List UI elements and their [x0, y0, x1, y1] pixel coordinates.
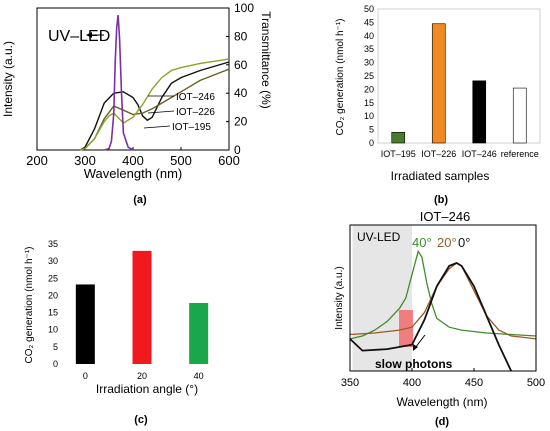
panel-c-y-tick-label: 35: [48, 239, 58, 249]
bar-iot-195: [391, 131, 406, 144]
panel-b-y-tick-label: 5: [369, 125, 374, 135]
panel-b: 0 5 10 15 20 25 30 35 40 45 50 IOT–195 IOT–226 IOT–2…: [335, 4, 541, 206]
panel-d-x-axis-label: Wavelength (nm): [397, 395, 488, 409]
panel-a-x-tick-label: 200: [26, 153, 48, 168]
panel-a-x-tick-label: 500: [170, 153, 192, 168]
bar-iot-226: [431, 23, 446, 144]
slow-photons-arrowhead: [413, 344, 418, 351]
uv-led-region-label: UV-LED: [357, 230, 401, 244]
panel-a-y-tick-label: 80: [234, 29, 248, 43]
panel-a-x-axis-label: Wavelength (nm): [84, 166, 183, 181]
panel-d-x-tick-label: 450: [465, 377, 483, 389]
panel-a-y-tick-label: 60: [234, 58, 248, 72]
panel-b-caption: (b): [434, 194, 448, 206]
bar-iot-246: [472, 80, 487, 144]
panel-a-y-tick-label: 0: [234, 143, 241, 157]
legend-0deg: 0°: [458, 235, 470, 250]
panel-c-x-tick-label: 0: [83, 371, 88, 381]
bar-angle-0: [75, 284, 95, 364]
panel-b-x-tick-label: IOT–246: [462, 149, 497, 159]
panel-a-x-tick-label: 300: [74, 153, 96, 168]
panel-b-y-tick-label: 0: [369, 138, 374, 148]
panel-c-y-tick-label: 20: [48, 290, 58, 300]
panel-d-y-axis-label: Intensity (a.u.): [334, 266, 345, 329]
panel-d-caption: (d): [435, 416, 449, 428]
slow-photons-arrow: [414, 334, 426, 349]
panel-c-y-tick-label: 10: [48, 325, 58, 335]
series-label-iot-246: IOT–246: [176, 92, 215, 103]
panel-d-x-tick-label: 400: [403, 377, 421, 389]
panel-a-left-axis-label: Intensity (a.u.): [1, 41, 15, 117]
series-line-iot-195: [80, 58, 230, 151]
panel-b-y-axis-label: CO₂ generation (nmol h⁻¹): [335, 19, 346, 136]
panel-c-y-tick-label: 0: [53, 359, 58, 369]
series-line-40: [349, 249, 537, 340]
panel-b-y-tick-label: 10: [364, 111, 374, 121]
panel-a-caption: (a): [133, 194, 147, 206]
panel-b-x-axis-label: Irradiated samples: [391, 169, 490, 183]
panel-c-y-tick-label: 30: [48, 256, 58, 266]
panel-a-y-tick-label: 20: [234, 115, 248, 129]
panel-d-frame: [349, 224, 537, 372]
series-label-iot-226: IOT–226: [176, 107, 215, 118]
panel-a: 200 300 400 500 600 0 20 40 60 80 100 IOT–246 IOT–…: [1, 1, 273, 206]
legend-40deg: 40°: [412, 235, 432, 250]
panel-c-caption: (c): [134, 414, 148, 426]
panel-a-right-axis-label: Transmittance (%): [259, 11, 273, 109]
panel-b-y-tick-label: 50: [364, 4, 374, 14]
panel-b-y-tick-label: 15: [364, 98, 374, 108]
panel-a-y-tick-label: 40: [234, 86, 248, 100]
panel-c-x-tick-label: 40: [194, 371, 204, 381]
panel-d: IOT–246 UV-LED 350 400 450 500 40° 20° 0° s…: [334, 209, 545, 428]
panel-c-x-tick-label: 20: [137, 371, 147, 381]
panel-a-y-tick-label: 100: [234, 1, 254, 15]
panel-c-y-tick-label: 5: [53, 342, 58, 352]
series-label-iot-195: IOT–195: [172, 122, 211, 133]
bar-reference: [512, 87, 527, 144]
panel-d-x-tick-label: 500: [527, 377, 545, 389]
panel-c-y-tick-label: 15: [48, 308, 58, 318]
panel-b-y-tick-label: 30: [364, 58, 374, 68]
panel-a-x-tick-label: 400: [122, 153, 144, 168]
series-line-0: [349, 262, 513, 372]
panel-c-x-axis-label: Irradiation angle (°): [96, 382, 198, 396]
series-line-iot-246: [79, 61, 230, 151]
panel-b-x-tick-label: IOT–195: [381, 149, 416, 159]
bar-angle-20: [132, 250, 152, 364]
panel-b-y-tick-label: 45: [364, 17, 374, 27]
panel-b-x-tick-label: IOT–226: [421, 149, 456, 159]
series-label-pointer: [143, 125, 171, 129]
legend-20deg: 20°: [437, 235, 457, 250]
panel-c-y-axis-label: CO₂ generation (nmol h⁻¹): [24, 247, 35, 364]
uv-led-annotation: UV–LED: [48, 28, 110, 45]
panel-d-title: IOT–246: [420, 209, 471, 224]
series-line-uv-led: [103, 15, 134, 151]
bar-angle-40: [189, 302, 209, 364]
panel-b-x-tick-label: reference: [501, 149, 539, 159]
panel-b-y-tick-label: 35: [364, 44, 374, 54]
panel-b-y-tick-label: 20: [364, 84, 374, 94]
panel-a-x-tick-label: 600: [218, 153, 240, 168]
uv-led-arrowhead: [86, 32, 92, 38]
panel-b-y-tick-label: 40: [364, 31, 374, 41]
panel-c-y-tick-label: 25: [48, 273, 58, 283]
panel-c: 0 5 10 15 20 25 30 35 0 20 40 Irradiation angle (…: [24, 239, 209, 426]
panel-b-y-tick-label: 25: [364, 71, 374, 81]
panel-d-x-tick-label: 350: [341, 377, 359, 389]
slow-photons-annotation: slow photons: [375, 357, 453, 371]
panel-b-frame: [377, 8, 541, 144]
series-label-pointer: [147, 110, 175, 114]
